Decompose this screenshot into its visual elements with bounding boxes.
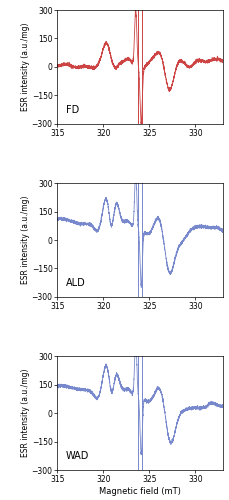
Text: ALD: ALD <box>65 278 85 288</box>
Text: FD: FD <box>65 105 79 115</box>
Y-axis label: ESR intensity (a.u./mg): ESR intensity (a.u./mg) <box>21 22 30 111</box>
Y-axis label: ESR intensity (a.u./mg): ESR intensity (a.u./mg) <box>21 369 30 458</box>
X-axis label: Magnetic field (mT): Magnetic field (mT) <box>99 486 180 496</box>
Y-axis label: ESR intensity (a.u./mg): ESR intensity (a.u./mg) <box>21 196 30 284</box>
Text: WAD: WAD <box>65 451 89 461</box>
